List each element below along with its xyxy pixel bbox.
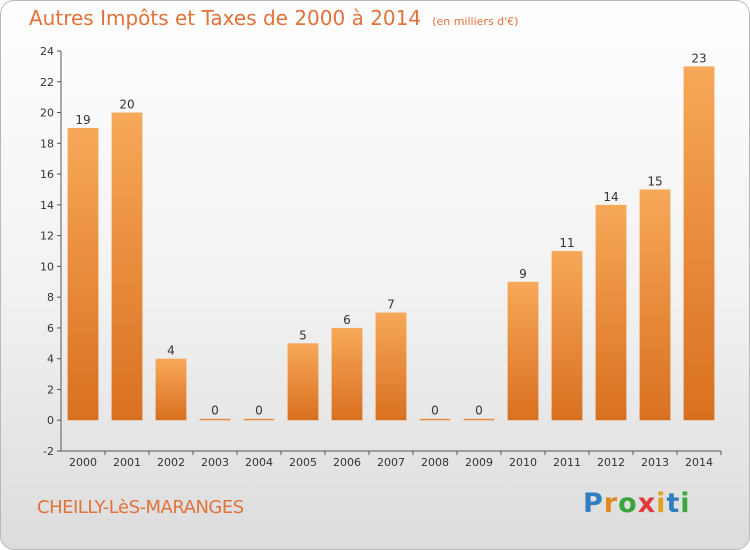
data-label: 9 <box>519 267 527 281</box>
bar <box>595 204 627 421</box>
y-tick-label: 2 <box>47 383 54 396</box>
bar <box>419 418 451 421</box>
bar <box>551 251 583 421</box>
data-label: 19 <box>75 113 90 127</box>
bar <box>375 312 407 421</box>
data-label: 0 <box>475 404 483 418</box>
data-label: 14 <box>603 190 618 204</box>
bar <box>463 418 495 421</box>
x-tick-label: 2014 <box>685 456 713 469</box>
x-tick-label: 2011 <box>553 456 581 469</box>
x-tick-label: 2003 <box>201 456 229 469</box>
logo-letter: P <box>583 488 604 519</box>
x-tick-label: 2002 <box>157 456 185 469</box>
data-label: 7 <box>387 298 395 312</box>
y-tick-label: 24 <box>40 45 54 58</box>
title-unit: (en milliers d'€) <box>432 15 519 28</box>
data-label: 6 <box>343 313 351 327</box>
x-tick-label: 2007 <box>377 456 405 469</box>
bar <box>67 127 99 421</box>
y-tick-label: 8 <box>47 291 54 304</box>
y-tick-label: 22 <box>40 76 54 89</box>
data-label: 0 <box>431 404 439 418</box>
bar <box>507 281 539 421</box>
x-tick-label: 2008 <box>421 456 449 469</box>
logo-letter: x <box>637 488 657 519</box>
y-tick-label: 14 <box>40 199 54 212</box>
data-label: 15 <box>647 174 662 188</box>
bar <box>331 327 363 421</box>
x-tick-label: 2006 <box>333 456 361 469</box>
logo-letter: r <box>603 488 619 519</box>
y-tick-label: 18 <box>40 137 54 150</box>
y-tick-label: 20 <box>40 107 54 120</box>
logo-letter: i <box>656 488 667 519</box>
x-tick-label: 2000 <box>69 456 97 469</box>
y-tick-label: 0 <box>47 414 54 427</box>
logo-letter: o <box>618 488 638 519</box>
logo-letter: t <box>666 488 681 519</box>
x-tick-label: 2001 <box>113 456 141 469</box>
proxiti-logo: Proxiti <box>583 488 691 519</box>
chart-title: Autres Impôts et Taxes de 2000 à 2014 (e… <box>29 6 518 30</box>
data-label: 5 <box>299 328 307 342</box>
y-tick-label: 10 <box>40 260 54 273</box>
x-tick-label: 2010 <box>509 456 537 469</box>
data-label: 0 <box>255 404 263 418</box>
bar <box>287 343 319 421</box>
x-tick-label: 2013 <box>641 456 669 469</box>
data-label: 11 <box>559 236 574 250</box>
data-label: 0 <box>211 404 219 418</box>
bar <box>199 418 231 421</box>
x-tick-label: 2009 <box>465 456 493 469</box>
y-tick-label: 12 <box>40 230 54 243</box>
bar <box>155 358 187 421</box>
bar <box>111 112 143 421</box>
x-tick-label: 2012 <box>597 456 625 469</box>
bar <box>639 189 671 421</box>
y-tick-label: -2 <box>43 445 54 458</box>
bar <box>683 66 715 421</box>
data-label: 23 <box>691 51 706 65</box>
data-label: 20 <box>119 98 134 112</box>
y-tick-label: 16 <box>40 168 54 181</box>
commune-name: CHEILLY-LèS-MARANGES <box>37 497 244 518</box>
y-tick-label: 4 <box>47 353 54 366</box>
title-main: Autres Impôts et Taxes de 2000 à 2014 <box>29 6 422 30</box>
bar <box>243 418 275 421</box>
data-label: 4 <box>167 344 175 358</box>
logo-letter: i <box>680 488 691 519</box>
x-tick-label: 2004 <box>245 456 273 469</box>
y-tick-label: 6 <box>47 322 54 335</box>
x-tick-label: 2005 <box>289 456 317 469</box>
